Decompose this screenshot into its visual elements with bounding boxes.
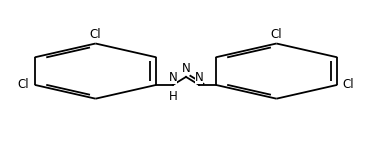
Text: Cl: Cl bbox=[343, 78, 355, 91]
Text: Cl: Cl bbox=[17, 78, 29, 91]
Text: N: N bbox=[182, 62, 190, 75]
Text: N: N bbox=[195, 71, 203, 84]
Text: N: N bbox=[169, 71, 177, 84]
Text: Cl: Cl bbox=[90, 28, 101, 41]
Text: H: H bbox=[169, 90, 177, 103]
Text: Cl: Cl bbox=[271, 28, 282, 41]
